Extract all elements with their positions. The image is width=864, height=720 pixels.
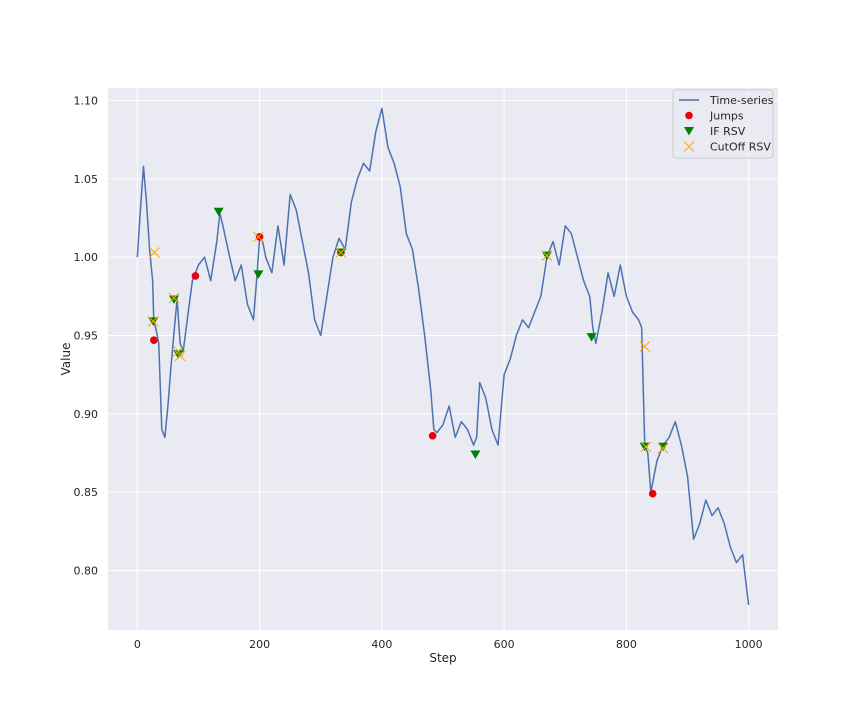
if-rsv-point: [169, 295, 180, 304]
cutoff-rsv-stroke: [639, 341, 651, 352]
cutoff-rsv-point: [147, 316, 159, 327]
legend-jumps-swatch: [685, 111, 693, 120]
cutoff-rsv-point: [640, 441, 652, 453]
jump-point: [150, 336, 158, 345]
jump-point: [255, 233, 264, 241]
legend-label: IF RSV: [710, 125, 746, 138]
cutoff-rsv-stroke: [657, 442, 669, 454]
cutoff-rsv-point: [657, 442, 669, 454]
x-tick-label: 800: [616, 638, 637, 651]
if-rsv-point: [253, 270, 264, 279]
legend-label: Time-series: [709, 94, 774, 107]
cutoff-rsv-point: [253, 231, 264, 243]
cutoff-rsv-stroke: [149, 247, 160, 258]
y-tick-label: 1.05: [74, 173, 99, 186]
cutoff-rsv-point: [174, 350, 186, 362]
if-rsv-point: [586, 333, 597, 342]
cutoff-rsv-stroke: [640, 441, 652, 453]
x-tick-label: 1000: [735, 638, 763, 651]
x-tick-label: 600: [494, 638, 515, 651]
legend-label: Jumps: [709, 110, 744, 123]
cutoff-rsv-point: [639, 341, 651, 352]
legend-if-rsv-swatch: [684, 127, 694, 136]
cutoff-rsv-stroke: [174, 350, 186, 362]
y-tick-label: 0.85: [74, 486, 99, 499]
legend: Time-series Jumps IF RSV CutOff RSV: [672, 89, 774, 159]
cutoff-rsv-stroke: [147, 316, 159, 327]
y-tick-label: 0.95: [74, 330, 99, 343]
jump-point: [648, 489, 657, 498]
legend-box: [672, 89, 774, 159]
if-rsv-point: [470, 450, 481, 460]
cutoff-rsv-point: [541, 250, 553, 261]
cutoff-rsv-point: [149, 247, 160, 258]
cutoff-rsv-stroke: [172, 345, 184, 357]
cutoff-rsv-stroke: [683, 141, 695, 152]
x-axis-label: Step: [429, 651, 456, 665]
if-rsv-point: [658, 442, 669, 452]
y-tick-label: 0.80: [74, 564, 99, 577]
cutoff-rsv-stroke: [168, 292, 180, 304]
y-tick-label: 1.10: [74, 95, 99, 108]
y-tick-label: 0.90: [74, 408, 99, 421]
legend-cutoff-rsv-swatch: [683, 141, 695, 152]
y-tick-label: 1.00: [74, 251, 99, 264]
if-rsv-point: [213, 207, 224, 217]
x-tick-label: 200: [249, 638, 270, 651]
legend-label: CutOff RSV: [710, 141, 771, 154]
cutoff-rsv-point: [335, 247, 347, 258]
cutoff-rsv-stroke: [541, 250, 553, 261]
y-axis-label: Value: [59, 343, 73, 376]
cutoff-rsv-point: [168, 292, 180, 304]
jump-point: [428, 431, 437, 440]
plot-area: [108, 88, 778, 630]
cutoff-rsv-stroke: [253, 231, 264, 243]
jump-point: [191, 272, 200, 280]
x-tick-label: 0: [134, 638, 141, 651]
cutoff-rsv-stroke: [335, 247, 347, 258]
x-tick-label: 400: [371, 638, 392, 651]
